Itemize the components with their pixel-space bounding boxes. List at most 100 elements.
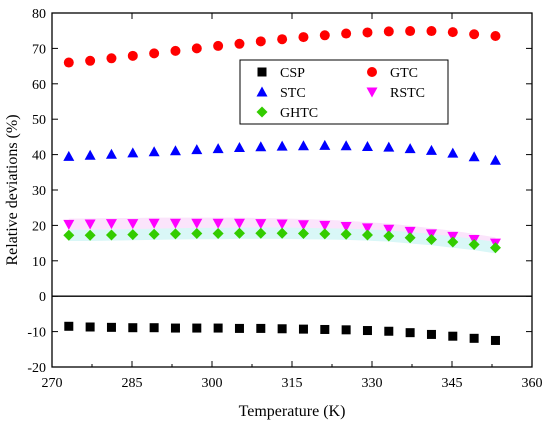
ghtc-point	[340, 228, 352, 240]
legend-label-rstc: RSTC	[390, 86, 425, 101]
ghtc-point	[148, 228, 160, 240]
stc-point	[319, 139, 331, 150]
csp-point	[426, 329, 436, 339]
series-stc	[63, 139, 501, 165]
legend-label-csp: CSP	[280, 66, 305, 81]
y-tick-label: 30	[32, 184, 46, 199]
rstc-point	[255, 219, 267, 230]
y-tick-label: 40	[32, 149, 46, 164]
gtc-point	[447, 27, 458, 38]
csp-point	[405, 328, 415, 338]
y-tick-label: 60	[32, 78, 46, 93]
ghtc-point	[105, 229, 117, 241]
csp-point	[149, 323, 159, 333]
gtc-point	[234, 38, 245, 49]
csp-point	[469, 333, 479, 343]
y-tick-label: -20	[27, 361, 46, 376]
stc-point	[105, 148, 117, 159]
stc-point	[63, 150, 75, 161]
stc-point	[297, 140, 309, 151]
csp-point	[341, 325, 351, 335]
rstc-point	[212, 218, 224, 229]
csp-point	[362, 326, 372, 336]
ghtc-point	[361, 229, 373, 241]
series-ghtc	[63, 227, 501, 254]
csp-point	[213, 323, 223, 333]
y-tick-label: 80	[32, 7, 46, 22]
gtc-point	[149, 48, 160, 59]
legend-label-ghtc: GHTC	[280, 106, 318, 121]
plot-area	[52, 26, 532, 345]
csp-point	[256, 323, 266, 333]
csp-point	[128, 323, 138, 333]
gtc-point	[127, 50, 138, 61]
gtc-point	[170, 45, 181, 56]
rstc-point	[63, 219, 75, 230]
x-tick-label: 270	[42, 376, 63, 391]
stc-point	[340, 140, 352, 151]
ghtc-point	[233, 227, 245, 239]
gtc-point	[106, 53, 117, 64]
rstc-point	[169, 218, 181, 229]
legend-label-gtc: GTC	[390, 66, 418, 81]
stc-point	[255, 141, 267, 152]
gtc-point	[383, 26, 394, 37]
stc-point	[383, 141, 395, 152]
y-tick-label: 20	[32, 219, 46, 234]
ghtc-point	[127, 229, 139, 241]
csp-point	[234, 323, 244, 333]
y-axis-title: Relative deviations (%)	[4, 114, 21, 265]
legend-label-stc: STC	[280, 86, 306, 101]
rstc-point	[361, 223, 373, 234]
gtc-point	[362, 27, 373, 38]
csp-point	[320, 324, 330, 334]
legend-marker-ghtc	[256, 106, 268, 118]
legend-marker-stc	[256, 86, 268, 97]
ghtc-point	[383, 230, 395, 242]
gtc-point	[341, 28, 352, 39]
rstc-point	[383, 224, 395, 235]
csp-point	[192, 323, 202, 333]
y-tick-label: 50	[32, 113, 46, 128]
legend-marker-gtc	[367, 67, 377, 77]
stc-point	[191, 144, 203, 155]
stc-point	[233, 142, 245, 153]
stc-point	[468, 151, 480, 162]
stc-point	[212, 143, 224, 154]
gtc-point	[191, 43, 202, 54]
series-gtc	[63, 26, 501, 68]
gtc-point	[298, 32, 309, 43]
ghtc-point	[425, 234, 437, 246]
gtc-point	[255, 36, 266, 47]
ghtc-point	[255, 227, 267, 239]
rstc-point	[276, 219, 288, 230]
x-tick-label: 330	[362, 376, 383, 391]
rstc-point	[319, 220, 331, 231]
x-tick-label: 345	[442, 376, 463, 391]
csp-point	[384, 326, 394, 336]
gtc-point	[319, 30, 330, 41]
ghtc-point	[276, 227, 288, 239]
gtc-point	[277, 34, 288, 45]
series-csp	[64, 321, 500, 345]
csp-point	[448, 331, 458, 341]
legend-marker-rstc	[366, 87, 378, 98]
ghtc-point	[63, 229, 75, 241]
ghtc-point	[489, 242, 501, 254]
csp-point	[85, 322, 95, 332]
rstc-point	[148, 218, 160, 229]
x-axis-title: Temperature (K)	[239, 403, 346, 420]
ghtc-point	[404, 232, 416, 244]
stc-point	[447, 147, 459, 158]
csp-point	[277, 324, 287, 334]
ghtc-point	[297, 228, 309, 240]
x-tick-label: 300	[202, 376, 223, 391]
ghtc-point	[468, 239, 480, 251]
csp-point	[298, 324, 308, 334]
stc-point	[84, 149, 96, 160]
rstc-point	[233, 218, 245, 229]
ghtc-point	[447, 236, 459, 248]
legend-box	[239, 59, 449, 125]
stc-point	[361, 140, 373, 151]
